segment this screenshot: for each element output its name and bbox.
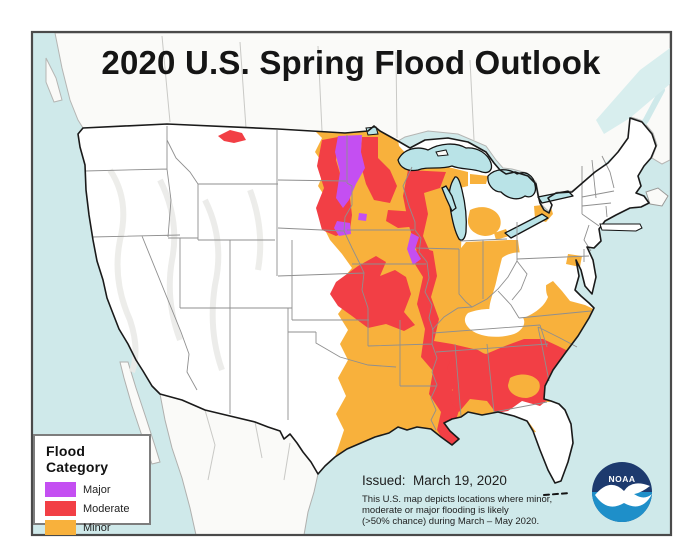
flood-category-legend: Flood Category Major Moderate Minor — [33, 434, 151, 535]
flood-region-moderate-wisconsin — [403, 170, 446, 254]
flood-region-moderate-montana — [218, 130, 246, 143]
vancouver-island — [45, 57, 63, 103]
us-border-outline — [77, 117, 657, 484]
lake-erie — [504, 213, 549, 239]
legend-label-major: Major — [83, 483, 111, 496]
moderate-swatch — [45, 501, 76, 516]
legend-item-major: Major — [45, 482, 149, 497]
mexico-borders — [204, 409, 291, 481]
legend-label-minor: Minor — [83, 521, 111, 534]
flood-region-minor-southeast-georgia-pocket — [508, 374, 540, 398]
map-frame — [30, 30, 673, 537]
map-title: 2020 U.S. Spring Flood Outlook — [101, 44, 601, 81]
issued-description-line1: This U.S. map depicts locations where mi… — [362, 494, 553, 505]
flood-region-major-se-south-dakota — [334, 221, 351, 236]
gulf-st-lawrence — [596, 48, 670, 134]
noaa-logo-text: NOAA — [608, 474, 635, 484]
florida-keys — [543, 492, 571, 496]
issued-date: Issued: March 19, 2020 — [362, 473, 507, 488]
green-bay — [441, 185, 457, 213]
nova-scotia — [645, 187, 669, 207]
legend-title: Flood Category — [46, 443, 109, 475]
flood-region-moderate-minnesota — [360, 137, 397, 203]
legend-label-moderate: Moderate — [83, 502, 130, 515]
flood-region-moderate-north-dakota — [316, 137, 352, 236]
flood-region-major-nw-iowa-spot — [358, 213, 367, 221]
state-borders — [84, 126, 615, 431]
legend-item-moderate: Moderate — [45, 501, 149, 516]
terrain-shading — [107, 168, 538, 374]
flood-region-minor-michigan — [467, 207, 509, 240]
major-swatch — [45, 482, 76, 497]
issued-description-line3: (>50% chance) during March – May 2020. — [362, 516, 540, 527]
flood-region-moderate-missouri-river — [330, 256, 415, 331]
flood-region-major-upper-mississippi — [407, 233, 421, 265]
uncolored-appalachia — [489, 252, 548, 326]
isle-royale — [435, 149, 449, 157]
legend-item-minor: Minor — [45, 520, 149, 535]
flood-region-major-red-river-valley — [335, 135, 365, 208]
issued-block: Issued: March 19, 2020 This U.S. map dep… — [362, 473, 552, 527]
long-island — [599, 223, 643, 232]
flood-region-minor-upper-peninsula — [470, 174, 488, 184]
lake-superior — [397, 143, 493, 174]
issued-description-line2: moderate or major flooding is likely — [362, 505, 509, 516]
noaa-gull-icon — [595, 483, 652, 507]
minor-swatch — [45, 520, 76, 535]
canada-borders — [161, 35, 475, 141]
noaa-logo: NOAA — [592, 462, 652, 522]
